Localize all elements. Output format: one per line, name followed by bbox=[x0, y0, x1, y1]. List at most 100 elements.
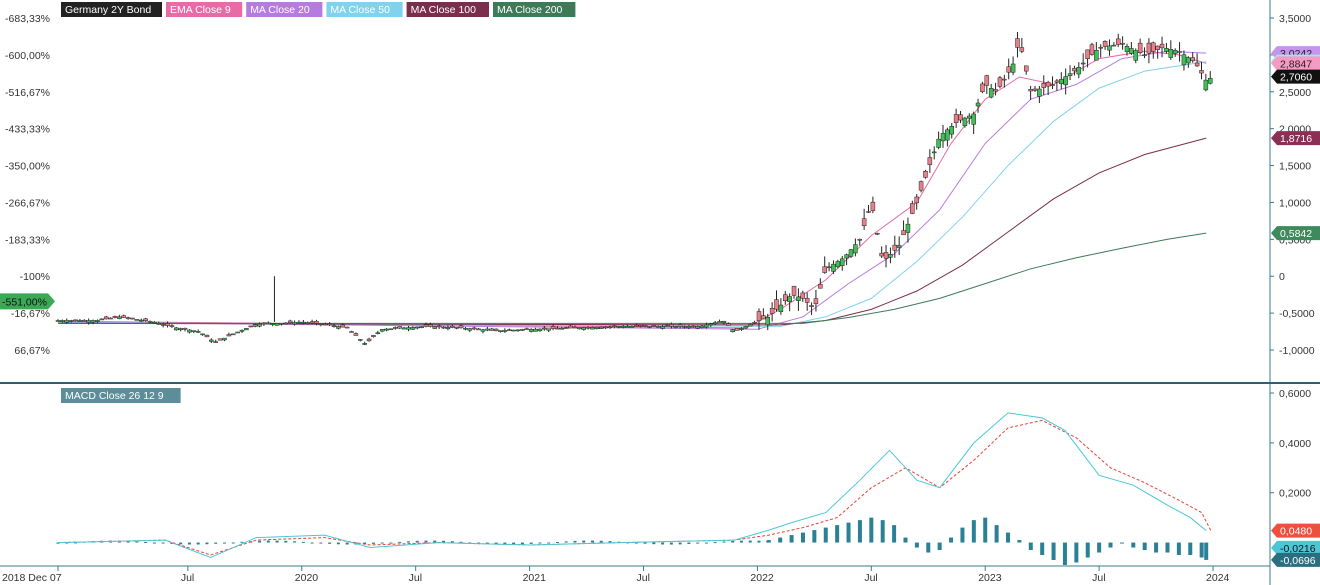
candle-body bbox=[708, 323, 714, 326]
candle-body bbox=[839, 258, 845, 266]
candle-body bbox=[1129, 48, 1134, 54]
candle-body bbox=[1194, 62, 1200, 67]
macd-histogram-bar bbox=[380, 542, 384, 544]
candle-body bbox=[590, 327, 595, 330]
candle-body bbox=[936, 138, 941, 148]
left-tick-label: -683,33% bbox=[5, 13, 50, 25]
candle-body bbox=[99, 318, 105, 321]
candle-body bbox=[559, 328, 565, 330]
macd-histogram-bar bbox=[1040, 542, 1045, 556]
left-value-badge bbox=[0, 293, 55, 310]
candle-body bbox=[1041, 83, 1047, 88]
macd-histogram-bar bbox=[1142, 542, 1147, 551]
candle-body bbox=[1186, 57, 1191, 64]
macd-histogram-bar bbox=[179, 542, 183, 545]
macd-histogram-bar bbox=[731, 540, 735, 543]
candle-body bbox=[432, 326, 438, 329]
candle-body bbox=[1032, 88, 1038, 91]
candle-body bbox=[174, 327, 179, 331]
macd-histogram-bar bbox=[65, 542, 69, 544]
ma-line-ma-close-100 bbox=[57, 137, 1207, 326]
macd-histogram-bar bbox=[205, 542, 209, 545]
macd-histogram-bar bbox=[74, 542, 78, 544]
price-value-badge-label: 0,5842 bbox=[1280, 228, 1312, 240]
macd-histogram-bar bbox=[415, 540, 419, 543]
candle-body bbox=[507, 329, 512, 331]
macd-value-badge-label: 0,0480 bbox=[1280, 526, 1312, 538]
candle-body bbox=[1023, 65, 1029, 72]
price-legend-chip bbox=[61, 2, 162, 17]
macd-histogram-bar bbox=[144, 541, 148, 543]
macd-histogram-bar bbox=[240, 541, 244, 543]
macd-histogram-bar bbox=[937, 542, 942, 551]
candle-body bbox=[441, 326, 446, 329]
macd-histogram-bar bbox=[789, 535, 794, 543]
candle-body bbox=[375, 332, 381, 334]
candle-body bbox=[1164, 48, 1169, 52]
candle-body bbox=[1072, 68, 1077, 72]
x-tick-label: 2018 Dec 07 bbox=[2, 572, 62, 584]
macd-histogram-bar bbox=[363, 542, 367, 545]
candle-body bbox=[1151, 42, 1156, 52]
candle-body bbox=[765, 316, 770, 326]
macd-histogram-bar bbox=[669, 542, 673, 545]
macd-histogram-bar bbox=[389, 542, 393, 544]
macd-histogram-bar bbox=[1176, 542, 1181, 556]
candle-body bbox=[1115, 38, 1121, 45]
macd-histogram-bar bbox=[590, 540, 594, 543]
macd-histogram-bar bbox=[301, 541, 305, 543]
candle-body bbox=[831, 263, 836, 272]
candle-body bbox=[761, 315, 766, 320]
candle-body bbox=[292, 322, 297, 325]
candle-body bbox=[230, 333, 236, 336]
macd-legend-chip bbox=[61, 388, 181, 403]
candle-body bbox=[980, 83, 985, 92]
candle-body bbox=[910, 203, 915, 214]
macd-histogram-bar bbox=[520, 542, 524, 545]
candle-body bbox=[1111, 44, 1117, 47]
candle-body bbox=[252, 324, 258, 327]
candle-body bbox=[463, 327, 468, 330]
candle-body bbox=[187, 329, 192, 333]
candle-body bbox=[178, 328, 183, 331]
candle-body bbox=[581, 327, 586, 330]
macd-histogram-bar bbox=[778, 537, 783, 543]
x-tick-label: 2022 bbox=[750, 572, 774, 584]
candle-body bbox=[695, 326, 700, 329]
candle-body bbox=[454, 327, 459, 329]
candle-body bbox=[1045, 81, 1051, 87]
candle-body bbox=[125, 317, 131, 319]
candle-body bbox=[1054, 80, 1060, 83]
candle-body bbox=[1133, 50, 1139, 61]
candle-body bbox=[1124, 46, 1130, 53]
candle-body bbox=[572, 326, 578, 329]
candle-body bbox=[1006, 66, 1011, 73]
candle-body bbox=[542, 327, 547, 330]
candle-body bbox=[147, 321, 153, 323]
candle-body bbox=[730, 329, 735, 333]
candle-body bbox=[826, 266, 832, 269]
candle-body bbox=[95, 320, 100, 323]
candle-body bbox=[822, 266, 827, 273]
price-legend-label: MA Close 200 bbox=[497, 4, 563, 16]
candle-body bbox=[949, 126, 955, 135]
macd-histogram-bar bbox=[880, 520, 885, 543]
candle-body bbox=[169, 325, 175, 327]
candle-body bbox=[112, 316, 118, 318]
candle-body bbox=[64, 320, 70, 323]
candle-body bbox=[476, 328, 481, 331]
candle-body bbox=[138, 319, 144, 322]
candle-body bbox=[577, 327, 582, 330]
candle-body bbox=[734, 327, 740, 331]
candle-body bbox=[594, 326, 600, 329]
candle-body bbox=[1010, 63, 1016, 73]
macd-histogram-bar bbox=[748, 540, 752, 543]
candle-body bbox=[1019, 47, 1025, 52]
candle-body bbox=[533, 328, 538, 332]
candle-body bbox=[248, 325, 254, 328]
macd-histogram-bar bbox=[512, 542, 516, 545]
candle-body bbox=[686, 326, 692, 329]
candle-body bbox=[712, 322, 718, 324]
candle-body bbox=[121, 315, 126, 318]
candle-body bbox=[90, 320, 96, 323]
